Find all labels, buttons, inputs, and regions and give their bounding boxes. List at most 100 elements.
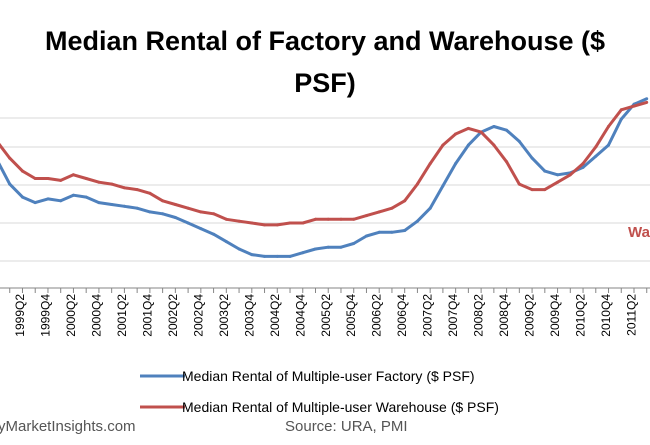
tick-label-0: 1999Q2 <box>13 294 27 337</box>
data-point-s0-28 <box>352 242 356 245</box>
data-point-s0-13 <box>161 212 165 216</box>
data-point-s1-1 <box>8 156 12 160</box>
tick-label-20: 2009Q2 <box>523 294 537 337</box>
data-point-s0-39 <box>492 125 496 128</box>
tick-label-5: 2001Q4 <box>140 294 154 337</box>
tick-label-13: 2005Q4 <box>344 294 358 337</box>
data-point-s1-50 <box>632 104 636 108</box>
footer-website: yMarketInsights.com <box>0 418 136 435</box>
data-point-s0-42 <box>530 156 534 160</box>
data-point-s0-29 <box>365 234 368 238</box>
data-point-s1-4 <box>46 177 50 180</box>
data-point-s0-5 <box>59 199 63 203</box>
tick-label-16: 2007Q2 <box>421 294 435 337</box>
tick-label-7: 2002Q4 <box>191 294 205 337</box>
series-line-0 <box>0 97 648 258</box>
data-point-s0-6 <box>71 193 75 197</box>
data-point-s1-29 <box>365 214 368 218</box>
data-point-s0-51 <box>645 97 649 101</box>
data-point-s1-25 <box>314 217 317 221</box>
data-point-s1-43 <box>543 188 547 192</box>
data-point-s1-14 <box>173 203 177 206</box>
data-point-s0-18 <box>224 240 228 244</box>
data-point-s0-43 <box>543 169 547 173</box>
data-point-s1-45 <box>568 173 572 177</box>
tick-label-12: 2005Q2 <box>319 294 333 337</box>
series-line-1 <box>0 100 648 227</box>
data-point-s0-30 <box>377 230 381 234</box>
tick-label-22: 2010Q2 <box>574 294 588 337</box>
data-point-s1-8 <box>97 180 101 184</box>
data-point-s1-30 <box>377 210 381 214</box>
data-point-s1-10 <box>122 186 126 190</box>
data-point-s1-35 <box>441 143 445 147</box>
data-point-s1-7 <box>84 177 88 180</box>
data-point-s1-21 <box>263 223 266 227</box>
data-point-s0-27 <box>339 245 343 249</box>
data-point-s0-1 <box>8 182 12 186</box>
tick-label-10: 2004Q2 <box>268 294 282 337</box>
data-point-s0-16 <box>199 227 203 231</box>
data-point-s0-41 <box>517 139 521 143</box>
data-point-s1-41 <box>517 182 521 186</box>
tick-label-17: 2007Q4 <box>446 294 460 337</box>
data-point-s0-14 <box>173 216 177 219</box>
data-point-s1-37 <box>466 126 470 130</box>
data-point-s0-23 <box>288 254 292 258</box>
data-point-s0-37 <box>466 143 470 147</box>
legend-label-warehouse: Median Rental of Multiple-user Warehouse… <box>182 399 499 415</box>
data-point-s0-2 <box>21 195 24 199</box>
data-point-s1-27 <box>339 217 343 221</box>
tick-label-18: 2008Q2 <box>472 294 486 337</box>
data-point-s0-24 <box>301 251 305 255</box>
data-point-s0-32 <box>403 229 407 232</box>
legend-label-factory: Median Rental of Multiple-user Factory (… <box>182 368 475 384</box>
data-point-s0-12 <box>148 210 152 214</box>
x-ticks: 1999Q2 1999Q4 2000Q2 2000Q4 2001Q2 2001Q4 2002… <box>9 288 648 337</box>
tick-label-19: 2008Q4 <box>497 294 511 337</box>
data-point-s1-5 <box>59 178 63 182</box>
tick-label-6: 2002Q2 <box>166 294 180 337</box>
data-point-s0-21 <box>263 254 266 258</box>
data-point-s0-48 <box>607 143 610 147</box>
data-point-s0-22 <box>275 254 279 258</box>
data-point-s1-38 <box>479 130 483 134</box>
data-point-s1-19 <box>237 219 241 223</box>
data-point-s0-19 <box>237 247 241 251</box>
data-point-s1-3 <box>33 177 37 180</box>
data-point-s1-13 <box>161 199 165 203</box>
tick-label-1: 1999Q4 <box>38 294 52 337</box>
data-point-s1-47 <box>594 145 598 149</box>
data-point-s0-8 <box>97 201 101 205</box>
tick-label-24: 2011Q2 <box>625 294 639 336</box>
tick-label-3: 2000Q4 <box>89 294 103 337</box>
data-point-s1-28 <box>352 217 356 221</box>
tick-label-21: 2009Q4 <box>548 294 562 337</box>
data-point-s1-9 <box>110 182 114 186</box>
data-point-s0-44 <box>556 173 560 177</box>
series-lines <box>0 97 649 258</box>
data-point-s0-7 <box>84 195 88 199</box>
data-point-s0-26 <box>326 245 330 249</box>
data-point-s0-3 <box>33 201 37 205</box>
data-point-s1-42 <box>530 188 534 192</box>
data-point-s0-9 <box>110 203 114 206</box>
data-point-s0-4 <box>46 197 50 201</box>
data-point-s1-23 <box>288 221 292 225</box>
tick-label-15: 2006Q4 <box>395 294 409 337</box>
data-point-s0-33 <box>415 219 419 223</box>
data-point-s1-44 <box>556 180 560 184</box>
tick-label-23: 2010Q4 <box>599 294 613 337</box>
data-point-s1-16 <box>199 210 203 214</box>
data-point-s1-36 <box>454 132 458 136</box>
data-point-s1-34 <box>428 162 432 166</box>
data-point-s1-24 <box>301 221 305 225</box>
tick-label-14: 2006Q2 <box>370 294 384 337</box>
data-point-s0-36 <box>454 162 458 166</box>
tick-label-9: 2003Q4 <box>242 294 256 337</box>
data-point-s1-20 <box>250 221 254 225</box>
data-point-s1-49 <box>619 108 623 112</box>
data-point-s1-32 <box>403 199 407 203</box>
